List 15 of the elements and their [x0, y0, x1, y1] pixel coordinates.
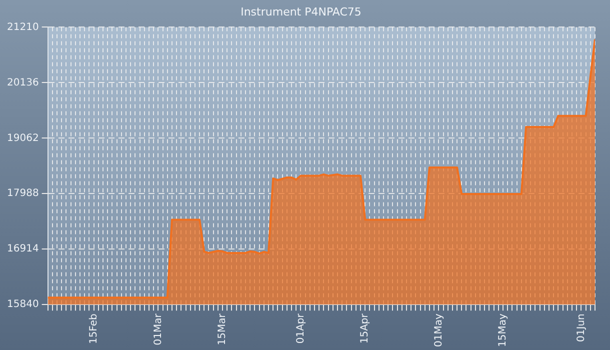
y-tick-label: 20136 [7, 77, 39, 88]
y-tick-label: 17988 [7, 188, 39, 200]
x-tick-label: 15Apr [360, 312, 371, 344]
y-tick-label: 21210 [7, 22, 39, 33]
x-tick-label: 01Apr [295, 312, 306, 344]
chart-title: Instrument P4NPAC75 [240, 5, 362, 18]
x-tick-label: 15Mar [217, 312, 228, 346]
x-tick-label: 15May [498, 314, 509, 348]
x-tick-label: 01May [433, 314, 444, 348]
x-tick-label: 01Jun [576, 314, 587, 342]
x-tick-label: 15Feb [88, 314, 100, 344]
x-tick-label: 01Mar [152, 312, 164, 346]
y-tick-label: 16914 [7, 244, 39, 255]
y-tick-label: 19062 [7, 132, 39, 144]
y-tick-label: 15840 [7, 299, 39, 310]
